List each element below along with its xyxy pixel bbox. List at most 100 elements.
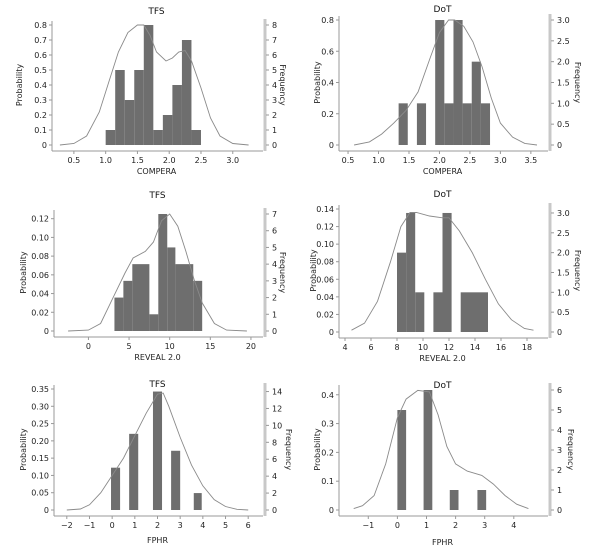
y-tick-label: 0: [329, 141, 334, 150]
y2-tick-label: 12: [272, 404, 282, 413]
y2-axis-title: Frequency: [573, 62, 582, 104]
x-axis-title: REVEAL 2.0: [419, 354, 465, 363]
y2-tick-label: 4: [272, 81, 277, 90]
density-curve: [59, 24, 249, 146]
y-tick-label: 0.02: [316, 310, 334, 319]
y2-tick-label: 6: [272, 51, 277, 60]
histogram-bar: [129, 433, 139, 510]
chart-title: TFS: [147, 7, 165, 17]
x-tick-label: 12: [444, 343, 454, 352]
y2-tick-label: 3: [272, 96, 277, 105]
x-tick-label: 0: [395, 521, 400, 530]
histogram-bar: [193, 280, 203, 331]
x-axis-title: FPHR: [432, 538, 453, 547]
y2-tick-label: 3: [272, 277, 277, 286]
x-tick-label: 2.5: [464, 156, 477, 165]
histogram-bar: [162, 115, 173, 145]
x-tick-label: 5: [223, 521, 228, 530]
x-tick-label: 3.0: [494, 156, 507, 165]
histogram-bar: [416, 103, 427, 145]
histogram-bar: [398, 103, 408, 145]
y2-tick-label: 4: [557, 426, 562, 435]
y-tick-label: 0.4: [321, 79, 334, 88]
chart-title: TFS: [148, 380, 166, 390]
y2-tick-label: 8: [272, 21, 277, 30]
y2-tick-label: 1.5: [557, 79, 570, 88]
y2-tick-label: 5: [272, 243, 277, 252]
y2-tick-label: 2.5: [557, 229, 570, 238]
y-tick-label: 0.10: [31, 233, 49, 242]
y2-tick-label: 0: [557, 328, 562, 337]
histogram-bar: [149, 314, 159, 331]
x-tick-label: 1.5: [403, 156, 416, 165]
y2-tick-label: 8: [272, 438, 277, 447]
y2-tick-label: 7: [272, 36, 277, 45]
y-tick-label: 0.06: [31, 271, 49, 280]
histogram-bar: [191, 130, 201, 145]
y-axis-title: Probability: [19, 251, 28, 294]
histogram-bar: [433, 292, 443, 332]
histogram-bar: [124, 100, 135, 145]
histogram-bar: [175, 264, 194, 331]
y2-axis-title: Frequency: [573, 250, 582, 292]
y2-axis-title: Frequency: [284, 429, 293, 471]
histogram-bar: [172, 85, 182, 145]
y-tick-label: 0.12: [316, 223, 334, 232]
y2-tick-label: 0.5: [557, 308, 570, 317]
histogram-bar: [111, 467, 121, 510]
density-curve: [68, 213, 247, 332]
y2-tick-label: 1: [272, 126, 277, 135]
y2-tick-label: 0: [557, 506, 562, 515]
x-axis-title: COMPERA: [423, 167, 463, 176]
y-tick-label: 0.8: [321, 16, 334, 25]
density-curve: [351, 212, 534, 331]
histogram-bar: [153, 130, 163, 145]
histogram-bar: [477, 490, 487, 510]
x-tick-label: 6: [246, 521, 251, 530]
y-tick-label: 0.06: [316, 275, 334, 284]
x-tick-label: 3: [178, 521, 183, 530]
x-tick-label: 2.5: [195, 156, 208, 165]
y-tick-label: 0.30: [31, 402, 49, 411]
y-axis-title: Probability: [309, 249, 318, 292]
y-tick-label: 0.04: [31, 290, 49, 299]
histogram-bar: [423, 390, 433, 510]
y-tick-label: 0.10: [316, 240, 334, 249]
x-tick-label: 3.0: [226, 156, 239, 165]
y-tick-label: 0.12: [31, 215, 49, 224]
x-tick-label: 15: [205, 342, 215, 351]
y-tick-label: 0.5: [34, 66, 47, 75]
y-tick-label: 0: [44, 327, 49, 336]
x-tick-label: 2: [453, 521, 458, 530]
y-tick-label: 0.3: [321, 420, 334, 429]
y2-tick-label: 3.0: [557, 16, 570, 25]
y-axis-title: Probability: [313, 428, 322, 471]
y2-tick-label: 2: [557, 466, 562, 475]
histogram-bar: [114, 297, 124, 331]
y-tick-label: 0.04: [316, 293, 334, 302]
y2-tick-label: 5: [557, 406, 562, 415]
y2-tick-label: 3: [557, 446, 562, 455]
x-tick-label: 4: [511, 521, 516, 530]
histogram-bar: [462, 103, 472, 145]
y2-tick-label: 2.0: [557, 58, 570, 67]
y2-tick-label: 2: [272, 294, 277, 303]
y-tick-label: 0.25: [31, 420, 49, 429]
y2-axis-title: Frequency: [278, 252, 287, 294]
x-tick-label: 2: [155, 521, 160, 530]
density-curve: [66, 392, 249, 511]
y2-tick-label: 5: [272, 66, 277, 75]
histogram-bar: [471, 61, 481, 145]
x-tick-label: 2.0: [433, 156, 446, 165]
histogram-bar: [123, 280, 133, 331]
histogram-bar: [105, 130, 116, 145]
y2-tick-label: 2.0: [557, 249, 570, 258]
y-tick-label: 0.02: [31, 308, 49, 317]
y2-tick-label: 1.5: [557, 268, 570, 277]
y-tick-label: 0.2: [34, 111, 47, 120]
chart-panel-tfs-compera: 0.5 1.0 1.5 2.0 2.5 3.0 COMPERA 0 0.1 0.2 0.3 0.4 0.…: [15, 7, 287, 176]
histogram-bar: [444, 103, 454, 145]
histogram-bar: [193, 493, 202, 510]
y-tick-label: 0.6: [34, 51, 47, 60]
histogram-bar: [397, 410, 407, 510]
